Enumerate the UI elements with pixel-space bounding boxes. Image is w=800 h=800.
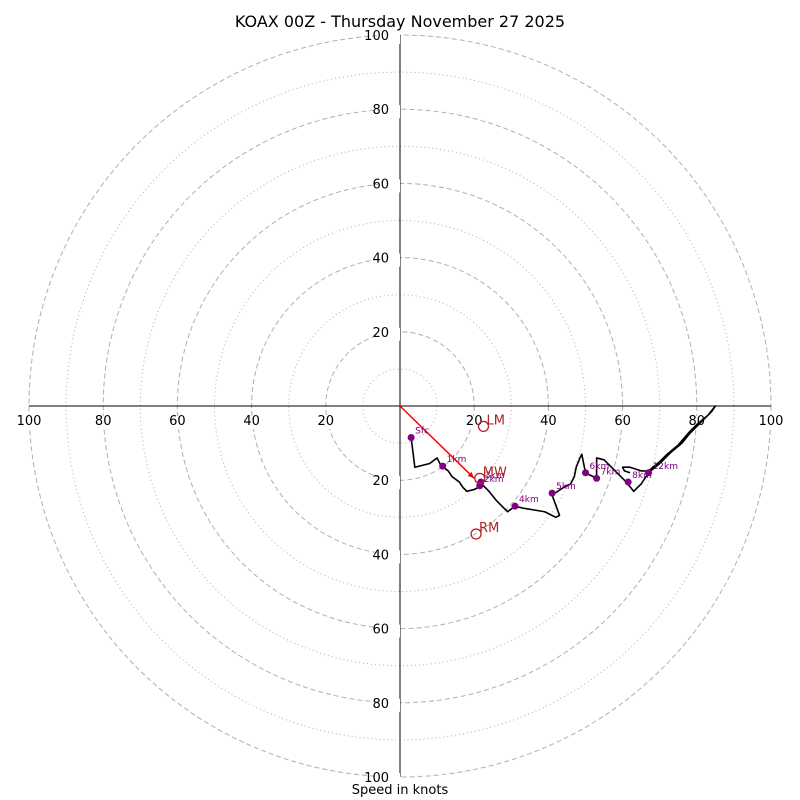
tick-y-top-20-bg — [378, 327, 400, 341]
tick-x-left-40: 40 — [243, 414, 260, 429]
storm-marker-RM — [470, 528, 482, 540]
tick-y-bottom-20: 20 — [372, 474, 389, 489]
chart-title: KOAX 00Z - Thursday November 27 2025 — [234, 12, 566, 31]
tick-y-bottom-100: 100 — [364, 771, 389, 786]
tick-x-left-80-bg — [92, 416, 115, 429]
height-marker-4km — [511, 502, 519, 510]
storm-marker-MW — [474, 472, 486, 484]
height-marker-5km — [548, 489, 556, 497]
tick-y-bottom-60: 60 — [372, 623, 389, 638]
tick-y-top-60-bg — [378, 179, 400, 193]
tick-x-right-100-bg — [760, 416, 782, 429]
height-label-Sfc: Sfc — [415, 427, 429, 437]
storm-motion-markers: LM MW RM — [470, 413, 507, 540]
tick-y-bottom-80-bg — [378, 698, 400, 712]
tick-x-right-20-bg — [463, 416, 486, 429]
tick-y-bottom-80: 80 — [372, 697, 389, 712]
tick-x-right-20: 20 — [466, 414, 483, 429]
height-marker-Sfc — [407, 434, 415, 442]
tick-x-left-60-bg — [166, 416, 189, 429]
tick-x-left-100: 100 — [17, 414, 42, 429]
tick-y-bottom-100-bg — [378, 773, 400, 786]
tick-x-right-100: 100 — [759, 414, 784, 429]
tick-y-top-20: 20 — [372, 326, 389, 341]
tick-x-left-40-bg — [240, 416, 263, 429]
storm-label-LM: LM — [486, 413, 504, 428]
tick-y-bottom-60-bg — [378, 624, 400, 638]
tick-y-bottom-40: 40 — [372, 548, 389, 563]
tick-y-top-100-bg — [378, 31, 400, 44]
height-label-6km: 6km — [590, 462, 610, 472]
height-label-7km: 7km — [601, 467, 621, 477]
tick-x-right-60-bg — [611, 416, 634, 429]
storm-label-RM: RM — [479, 521, 499, 536]
tick-y-top-60: 60 — [372, 177, 389, 192]
tick-x-left-100-bg — [18, 416, 40, 429]
tick-x-left-20: 20 — [318, 414, 335, 429]
tick-y-top-40-bg — [378, 253, 400, 267]
tick-x-left-80: 80 — [95, 414, 112, 429]
tick-y-top-80-bg — [378, 105, 400, 119]
height-marker-6km — [582, 469, 589, 477]
tick-y-top-80: 80 — [372, 103, 389, 118]
height-label-3km: 3km — [485, 471, 505, 481]
tick-y-bottom-20-bg — [378, 476, 400, 490]
shear-vector-arrowhead — [467, 471, 475, 479]
shear-vector-layer — [399, 405, 475, 479]
storm-marker-LM — [477, 420, 490, 433]
tick-x-right-40-bg — [537, 416, 560, 429]
height-marker-7km — [593, 474, 601, 482]
storm-label-MW: MW — [483, 465, 507, 480]
tick-y-bottom-40-bg — [378, 550, 400, 564]
shear-vector-line — [399, 405, 475, 479]
tick-x-right-80: 80 — [689, 414, 706, 429]
height-label-2km: 2km — [484, 475, 504, 485]
tick-x-left-20-bg — [314, 416, 337, 429]
height-label-8km: 8km — [632, 471, 652, 481]
height-marker-1km — [439, 462, 447, 470]
height-label-4km: 4km — [519, 495, 539, 505]
tick-x-left-60: 60 — [169, 414, 186, 429]
tick-x-right-40: 40 — [540, 414, 557, 429]
height-label-5km: 5km — [556, 482, 576, 492]
tick-x-right-60: 60 — [614, 414, 631, 429]
x-axis-label: Speed in knots — [351, 783, 449, 798]
height-marker-12km — [645, 469, 653, 477]
height-label-1km: 1km — [447, 455, 467, 465]
height-marker-8km — [624, 478, 632, 486]
height-label-12km: 12km — [653, 462, 678, 472]
tick-y-top-100: 100 — [364, 29, 389, 44]
tick-y-top-40: 40 — [372, 252, 389, 267]
